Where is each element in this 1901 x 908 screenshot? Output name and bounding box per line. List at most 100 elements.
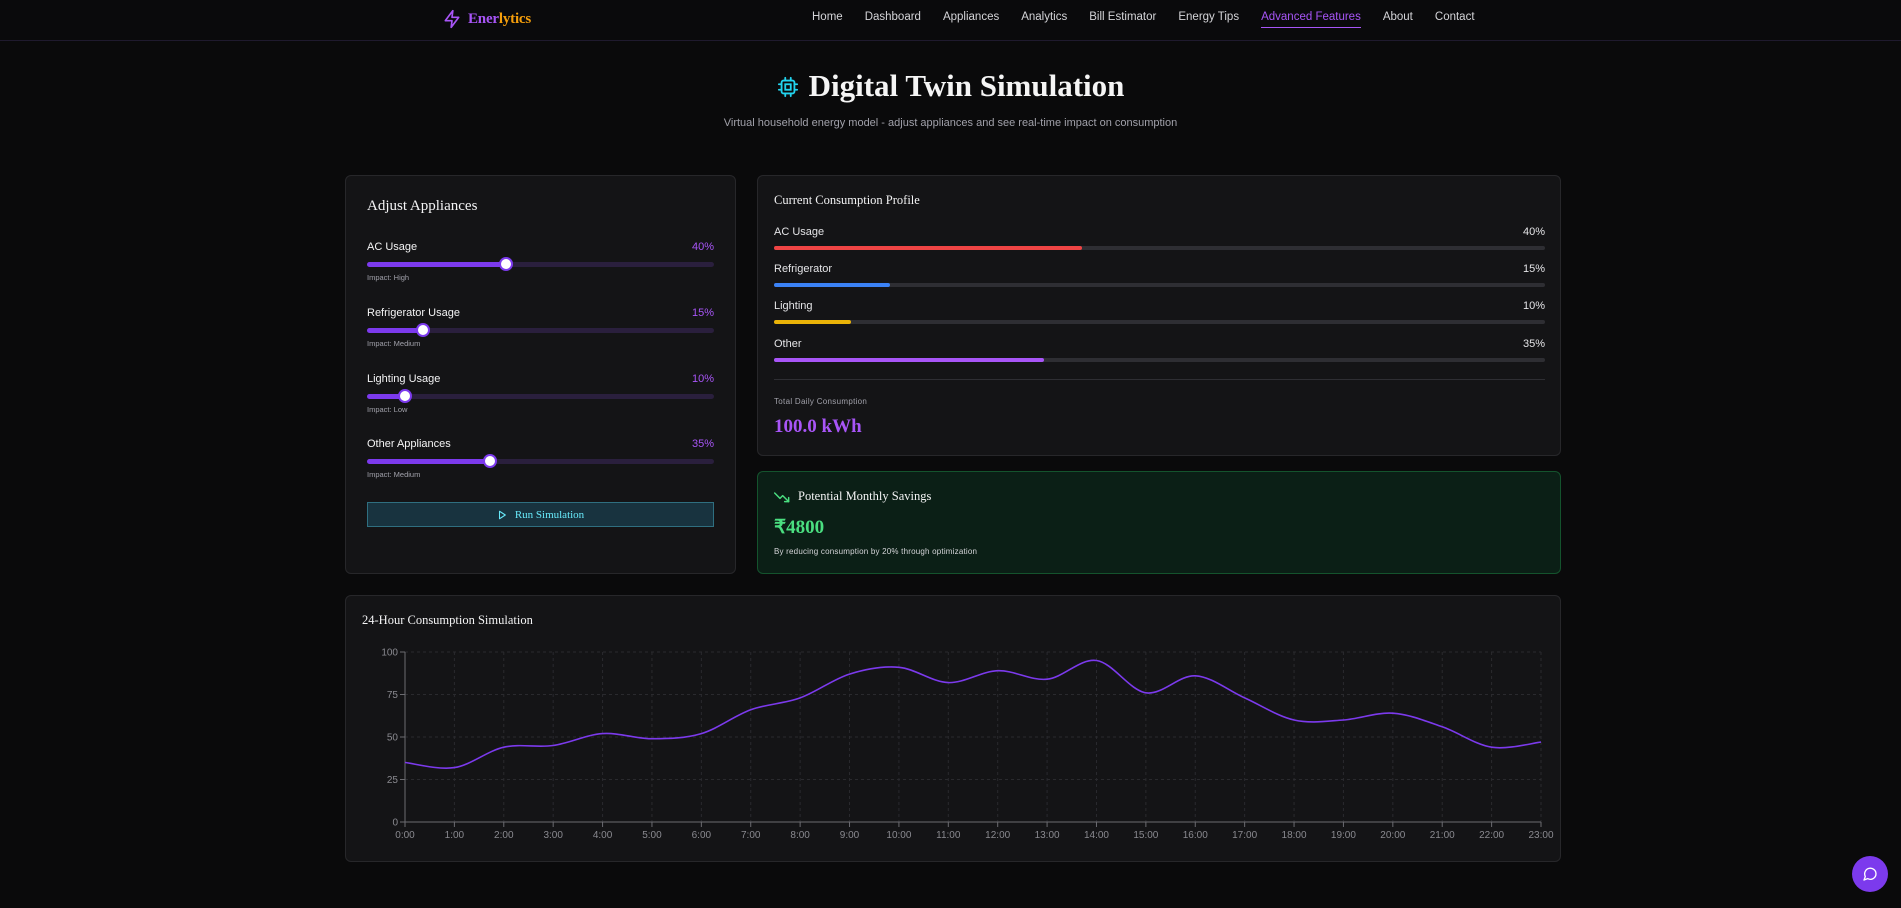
savings-value: ₹4800 bbox=[774, 517, 825, 538]
x-tick-label: 20:00 bbox=[1380, 830, 1405, 841]
x-tick-label: 5:00 bbox=[642, 830, 662, 841]
savings-card: Potential Monthly Savings ₹4800 By reduc… bbox=[757, 471, 1561, 574]
profile-bar-label: AC Usage bbox=[774, 226, 825, 238]
slider-thumb[interactable] bbox=[483, 454, 498, 468]
profile-bar-fill bbox=[774, 320, 852, 324]
slider-label: Other Appliances bbox=[367, 438, 451, 450]
x-tick-label: 12:00 bbox=[985, 830, 1010, 841]
adjust-appliances-card: Adjust Appliances AC Usage 40% Impact: Hi… bbox=[345, 175, 736, 574]
slider-track[interactable] bbox=[367, 257, 714, 271]
cpu-icon bbox=[777, 76, 798, 98]
slider-lighting: Lighting Usage 10% Impact: Low bbox=[367, 373, 714, 414]
slider-value: 15% bbox=[691, 307, 714, 319]
x-tick-label: 19:00 bbox=[1331, 830, 1356, 841]
slider-refrigerator: Refrigerator Usage 15% Impact: Medium bbox=[367, 307, 714, 348]
profile-bar-other: Other 35% bbox=[774, 338, 1545, 362]
x-tick-label: 8:00 bbox=[790, 830, 810, 841]
profile-bar-fill bbox=[774, 358, 1044, 362]
top-nav: Enerlytics Home Dashboard Appliances Ana… bbox=[0, 0, 1901, 41]
profile-bar-label: Lighting bbox=[774, 300, 813, 312]
y-tick-label: 75 bbox=[387, 690, 399, 701]
profile-bar-refrigerator: Refrigerator 15% bbox=[774, 263, 1545, 287]
profile-bar-label: Refrigerator bbox=[774, 263, 833, 275]
slider-impact: Impact: Low bbox=[367, 405, 408, 414]
lightning-icon bbox=[444, 9, 460, 29]
x-tick-label: 16:00 bbox=[1183, 830, 1208, 841]
nav-link-about[interactable]: About bbox=[1382, 11, 1413, 23]
savings-note: By reducing consumption by 20% through o… bbox=[774, 547, 978, 556]
slider-value: 40% bbox=[691, 241, 714, 253]
slider-track[interactable] bbox=[367, 389, 714, 403]
consumption-line-chart: 0 25 50 75 100 0:00 1:00 2:00 3:00 4:00 5:00 6:00 7:… bbox=[381, 648, 1554, 842]
x-tick-label: 10:00 bbox=[886, 830, 911, 841]
series-line-consumption bbox=[404, 659, 1542, 769]
nav-links: Home Dashboard Appliances Analytics Bill… bbox=[812, 11, 1497, 28]
profile-bar-value: 40% bbox=[1522, 226, 1545, 238]
run-simulation-label: Run Simulation bbox=[514, 508, 585, 521]
total-consumption-value: 100.0 kWh bbox=[774, 416, 862, 437]
x-tick-label: 7:00 bbox=[741, 830, 761, 841]
divider bbox=[774, 379, 1545, 380]
y-tick-label: 0 bbox=[392, 818, 398, 829]
x-tick-label: 4:00 bbox=[593, 830, 613, 841]
slider-impact: Impact: High bbox=[367, 273, 410, 282]
message-circle-icon bbox=[1863, 867, 1877, 881]
nav-link-analytics[interactable]: Analytics bbox=[1021, 11, 1068, 23]
profile-bar-value: 35% bbox=[1522, 338, 1545, 350]
play-icon bbox=[498, 510, 506, 519]
consumption-profile-card: Current Consumption Profile AC Usage 40% … bbox=[757, 175, 1561, 456]
page-title: Digital Twin Simulation bbox=[0, 68, 1901, 104]
x-tick-label: 21:00 bbox=[1430, 830, 1455, 841]
profile-bar-fill bbox=[774, 283, 890, 287]
slider-label: Lighting Usage bbox=[367, 373, 441, 385]
x-tick-label: 17:00 bbox=[1232, 830, 1257, 841]
run-simulation-button[interactable]: Run Simulation bbox=[367, 502, 714, 527]
slider-ac: AC Usage 40% Impact: High bbox=[367, 241, 714, 282]
total-consumption-label: Total Daily Consumption bbox=[774, 397, 868, 406]
slider-other: Other Appliances 35% Impact: Medium bbox=[367, 438, 714, 479]
slider-label: AC Usage bbox=[367, 241, 418, 253]
brand-logo[interactable]: Enerlytics bbox=[442, 8, 531, 30]
x-tick-label: 11:00 bbox=[936, 830, 961, 841]
profile-bar-fill bbox=[774, 246, 1083, 250]
nav-link-appliances[interactable]: Appliances bbox=[942, 11, 1000, 23]
nav-link-home[interactable]: Home bbox=[812, 11, 843, 23]
nav-link-bill-estimator[interactable]: Bill Estimator bbox=[1089, 11, 1157, 23]
y-tick-label: 100 bbox=[381, 648, 398, 659]
slider-impact: Impact: Medium bbox=[367, 470, 421, 479]
slider-track[interactable] bbox=[367, 323, 714, 337]
slider-thumb[interactable] bbox=[398, 389, 413, 403]
profile-bar-value: 10% bbox=[1522, 300, 1545, 312]
profile-bar-lighting: Lighting 10% bbox=[774, 300, 1545, 324]
slider-thumb[interactable] bbox=[498, 257, 513, 271]
nav-link-advanced-features[interactable]: Advanced Features bbox=[1261, 11, 1361, 28]
brand-name: Enerlytics bbox=[468, 10, 532, 27]
x-tick-label: 2:00 bbox=[494, 830, 514, 841]
consumption-profile-title: Current Consumption Profile bbox=[774, 193, 920, 207]
profile-bar-label: Other bbox=[774, 338, 802, 350]
savings-header: Potential Monthly Savings bbox=[774, 489, 931, 504]
chat-button[interactable] bbox=[1852, 856, 1888, 892]
x-tick-label: 3:00 bbox=[543, 830, 563, 841]
savings-title: Potential Monthly Savings bbox=[798, 489, 932, 503]
x-tick-label: 1:00 bbox=[445, 830, 465, 841]
profile-bar-ac: AC Usage 40% bbox=[774, 226, 1545, 250]
slider-impact: Impact: Medium bbox=[367, 339, 421, 348]
y-tick-label: 50 bbox=[387, 733, 399, 744]
nav-link-energy-tips[interactable]: Energy Tips bbox=[1178, 11, 1240, 23]
nav-link-contact[interactable]: Contact bbox=[1434, 11, 1475, 23]
x-tick-label: 13:00 bbox=[1035, 830, 1060, 841]
nav-link-dashboard[interactable]: Dashboard bbox=[864, 11, 921, 23]
x-tick-label: 0:00 bbox=[395, 830, 415, 841]
slider-thumb[interactable] bbox=[415, 323, 430, 337]
chart-title: 24-Hour Consumption Simulation bbox=[362, 613, 533, 627]
trending-down-icon bbox=[774, 491, 790, 502]
x-tick-label: 9:00 bbox=[840, 830, 860, 841]
x-tick-label: 18:00 bbox=[1282, 830, 1307, 841]
slider-value: 10% bbox=[691, 373, 714, 385]
x-tick-label: 6:00 bbox=[692, 830, 712, 841]
x-tick-label: 15:00 bbox=[1133, 830, 1158, 841]
adjust-appliances-title: Adjust Appliances bbox=[367, 198, 478, 214]
profile-bar-value: 15% bbox=[1522, 263, 1545, 275]
slider-track[interactable] bbox=[367, 454, 714, 468]
